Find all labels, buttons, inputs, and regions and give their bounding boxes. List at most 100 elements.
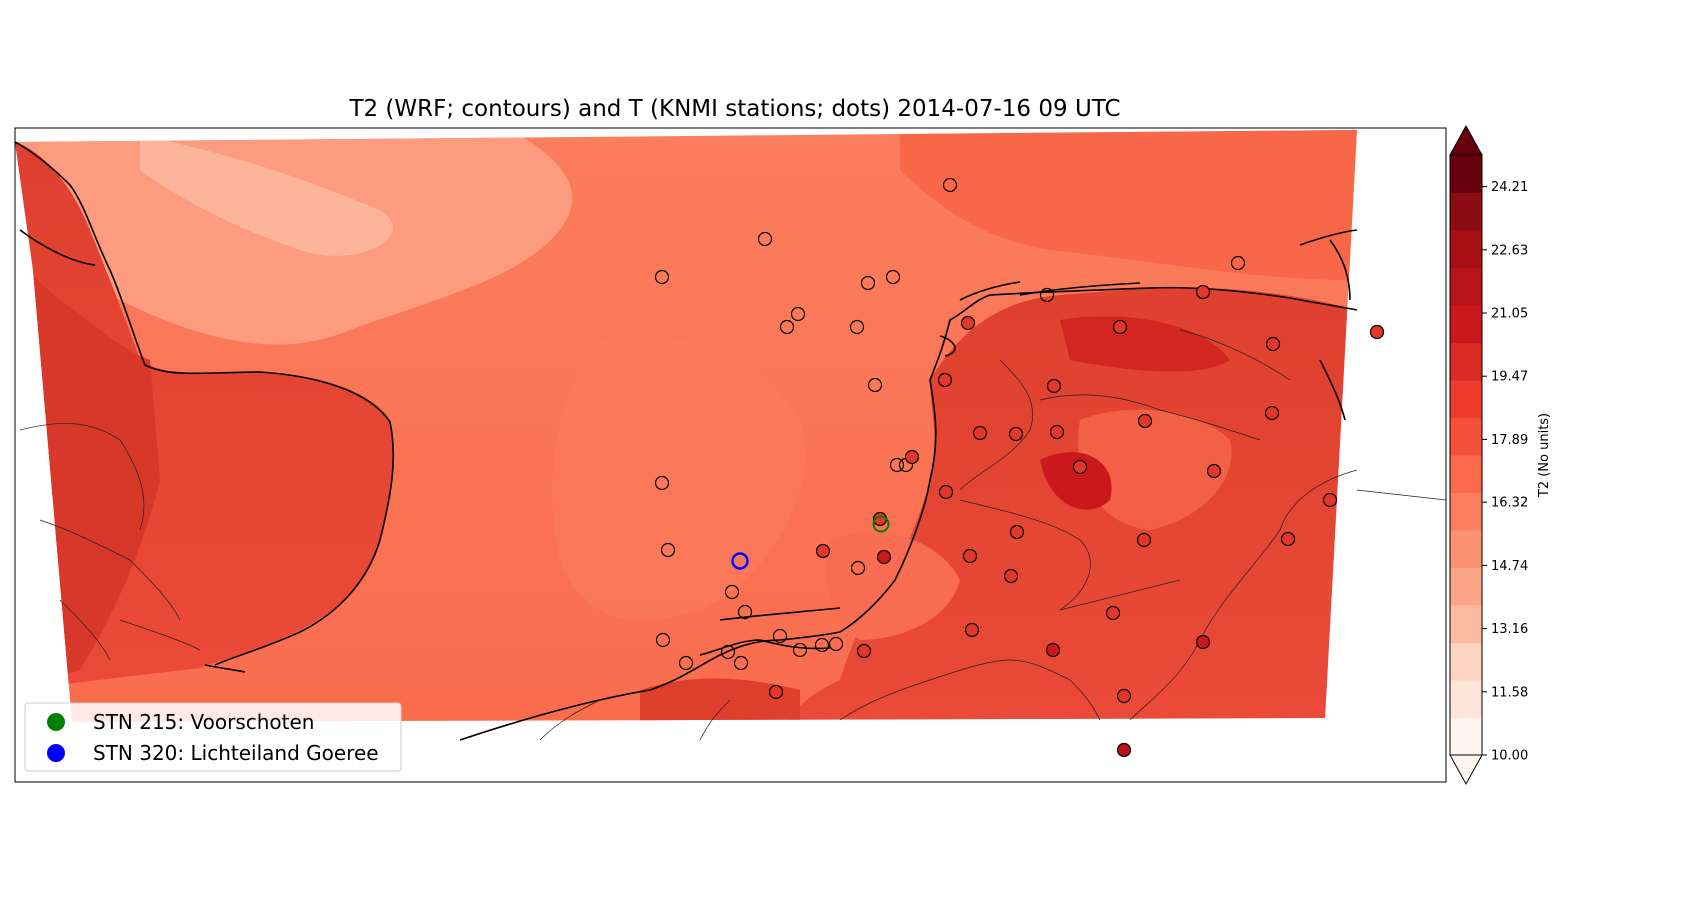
colorbar-tick-label: 14.74 <box>1491 559 1528 574</box>
station-dot <box>849 319 865 335</box>
colorbar-bands <box>1450 155 1482 756</box>
station-dot <box>660 542 676 558</box>
station-dot <box>654 269 670 285</box>
station-dot <box>960 315 976 331</box>
colorbar-band <box>1450 567 1482 606</box>
station-dot <box>1264 405 1280 421</box>
station-dot <box>779 319 795 335</box>
colorbar-band <box>1450 717 1482 756</box>
colorbar-band <box>1450 230 1482 268</box>
colorbar-tick-label: 22.63 <box>1491 243 1528 258</box>
station-dot <box>972 425 988 441</box>
station-dot <box>867 377 883 393</box>
colorbar-band <box>1450 455 1482 493</box>
colorbar: 24.21 22.63 21.05 19.47 17.89 16.32 14.74 13.16… <box>1449 124 1552 786</box>
station-dot <box>1322 492 1338 508</box>
colorbar-tick-label: 17.89 <box>1491 433 1528 448</box>
colorbar-tick-label: 11.58 <box>1491 685 1528 700</box>
colorbar-tick-label: 10.00 <box>1491 749 1528 764</box>
station-dot <box>889 457 905 473</box>
colorbar-band <box>1450 680 1482 718</box>
legend: STN 215: Voorschoten STN 320: Lichteilan… <box>24 702 402 772</box>
station-dot <box>654 475 670 491</box>
chart-title: T2 (WRF; contours) and T (KNMI stations;… <box>349 96 1121 122</box>
station-dot <box>1008 426 1024 442</box>
station-dot <box>792 642 808 658</box>
station-dot <box>828 636 844 652</box>
colorbar-tick-label: 24.21 <box>1491 180 1528 195</box>
colorbar-tick-label: 21.05 <box>1491 307 1528 322</box>
colorbar-band <box>1450 417 1482 456</box>
legend-marker-voorschoten <box>47 713 65 731</box>
station-dot <box>942 177 958 193</box>
station-dot <box>1116 688 1132 704</box>
legend-marker-goeree <box>47 744 65 762</box>
colorbar-band <box>1450 492 1482 531</box>
station-dot <box>1112 319 1128 335</box>
station-dot <box>1230 255 1246 271</box>
colorbar-band <box>1450 530 1482 568</box>
station-dot <box>1009 524 1025 540</box>
station-dot <box>1116 742 1132 758</box>
station-dot <box>768 684 784 700</box>
station-dot <box>962 548 978 564</box>
station-dot <box>1137 413 1153 429</box>
colorbar-extend-triangle <box>1449 124 1483 156</box>
station-dot <box>757 231 773 247</box>
colorbar-band <box>1450 305 1482 343</box>
station-dot <box>1045 642 1061 658</box>
station-dot <box>1206 463 1222 479</box>
colorbar-band <box>1450 605 1482 643</box>
station-dot <box>733 655 749 671</box>
country-borders <box>19 329 1446 741</box>
colorbar-tick-label: 13.16 <box>1491 622 1528 637</box>
colorbar-tick-label: 19.47 <box>1491 370 1528 385</box>
colorbar-tick-label: 16.32 <box>1491 496 1528 511</box>
colorbar-band <box>1450 342 1482 381</box>
colorbar-band <box>1450 380 1482 418</box>
station-dot <box>790 306 806 322</box>
colorbar-label: T2 (No units) <box>1537 413 1552 498</box>
station-dot <box>1280 531 1296 547</box>
station-dot <box>1369 324 1385 340</box>
station-dot <box>1195 284 1211 300</box>
knmi-stations <box>654 177 1385 758</box>
station-dot <box>856 643 872 659</box>
station-dot <box>1046 378 1062 394</box>
station-dot <box>814 637 830 653</box>
station-dot <box>938 484 954 500</box>
station-dot <box>1136 532 1152 548</box>
station-dot <box>1195 634 1211 650</box>
station-dot <box>876 549 892 565</box>
station-dot <box>737 604 753 620</box>
station-dot <box>720 644 736 660</box>
station-dot <box>1003 568 1019 584</box>
station-dot <box>1049 424 1065 440</box>
station-dot <box>937 372 953 388</box>
station-dot <box>885 269 901 285</box>
map-axes <box>14 127 1447 783</box>
station-dot <box>1265 336 1281 352</box>
colorbar-band <box>1450 192 1482 231</box>
station-215-voorschoten-marker <box>872 515 890 533</box>
station-dot <box>1039 287 1055 303</box>
station-dot <box>964 622 980 638</box>
colorbar-min-triangle <box>1449 754 1483 786</box>
station-dot <box>860 275 876 291</box>
station-dot <box>1072 459 1088 475</box>
station-dot <box>772 628 788 644</box>
coastlines <box>15 141 1358 741</box>
legend-label-voorschoten: STN 215: Voorschoten <box>93 710 314 734</box>
colorbar-band <box>1450 267 1482 306</box>
station-dot <box>678 655 694 671</box>
colorbar-ticks: 24.21 22.63 21.05 19.47 17.89 16.32 14.74 13.16… <box>1482 180 1528 764</box>
station-dot <box>1105 605 1121 621</box>
station-dot <box>904 449 920 465</box>
station-dot <box>815 543 831 559</box>
colorbar-band <box>1450 642 1482 681</box>
station-dot <box>850 560 866 576</box>
t2-contour-field <box>15 130 1357 722</box>
station-320-goeree-marker <box>731 552 749 570</box>
station-dot <box>724 584 740 600</box>
